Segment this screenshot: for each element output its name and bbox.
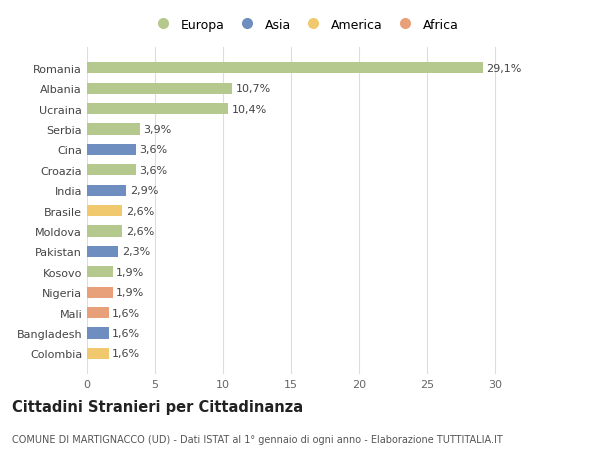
Text: 3,9%: 3,9% <box>143 125 172 134</box>
Text: 3,6%: 3,6% <box>139 165 167 175</box>
Text: 2,6%: 2,6% <box>126 206 154 216</box>
Bar <box>87 206 122 217</box>
Text: 1,6%: 1,6% <box>112 308 140 318</box>
Bar <box>87 226 122 237</box>
Bar <box>87 287 113 298</box>
Bar <box>87 63 482 74</box>
Text: 1,6%: 1,6% <box>112 349 140 358</box>
Bar <box>87 267 113 278</box>
Bar <box>87 165 136 176</box>
Bar <box>87 124 140 135</box>
Legend: Europa, Asia, America, Africa: Europa, Asia, America, Africa <box>151 18 458 32</box>
Text: 2,9%: 2,9% <box>130 186 158 196</box>
Bar <box>87 308 109 319</box>
Text: 2,6%: 2,6% <box>126 226 154 236</box>
Text: Cittadini Stranieri per Cittadinanza: Cittadini Stranieri per Cittadinanza <box>12 399 303 414</box>
Text: 1,9%: 1,9% <box>116 267 145 277</box>
Bar <box>87 104 229 115</box>
Bar <box>87 246 118 257</box>
Text: 1,9%: 1,9% <box>116 288 145 297</box>
Text: 2,3%: 2,3% <box>122 247 150 257</box>
Text: COMUNE DI MARTIGNACCO (UD) - Dati ISTAT al 1° gennaio di ogni anno - Elaborazion: COMUNE DI MARTIGNACCO (UD) - Dati ISTAT … <box>12 434 503 444</box>
Text: 29,1%: 29,1% <box>486 64 521 73</box>
Text: 10,4%: 10,4% <box>232 104 267 114</box>
Text: 1,6%: 1,6% <box>112 328 140 338</box>
Bar <box>87 328 109 339</box>
Text: 10,7%: 10,7% <box>236 84 271 94</box>
Bar <box>87 348 109 359</box>
Text: 3,6%: 3,6% <box>139 145 167 155</box>
Bar <box>87 145 136 156</box>
Bar <box>87 84 232 95</box>
Bar <box>87 185 127 196</box>
